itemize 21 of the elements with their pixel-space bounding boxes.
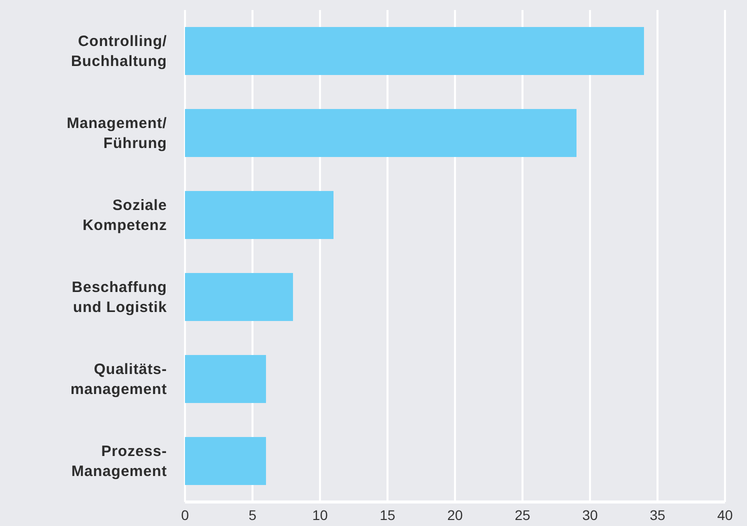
x-tick-label: 30 [582,506,598,523]
x-tick-label: 5 [248,506,257,523]
y-tick-label: Prozess- Management [71,442,167,480]
y-tick-label: Beschaffung und Logistik [72,278,168,316]
y-tick-label: Management/ Führung [66,114,168,152]
bar [185,437,266,485]
y-tick-label: Soziale Kompetenz [82,196,167,234]
bar [185,273,293,321]
x-tick-label: 40 [717,506,733,523]
x-tick-label: 10 [312,506,328,523]
x-tick-label: 25 [514,506,530,523]
y-tick-label: Qualitäts- management [70,360,167,398]
y-tick-label: Controlling/ Buchhaltung [70,32,168,70]
bar [185,191,334,239]
bar [185,27,644,75]
bar [185,355,266,403]
x-tick-label: 35 [650,506,666,523]
x-tick-label: 0 [181,506,190,523]
bar [185,109,576,157]
x-tick-label: 20 [447,506,463,523]
x-tick-label: 15 [380,506,396,523]
